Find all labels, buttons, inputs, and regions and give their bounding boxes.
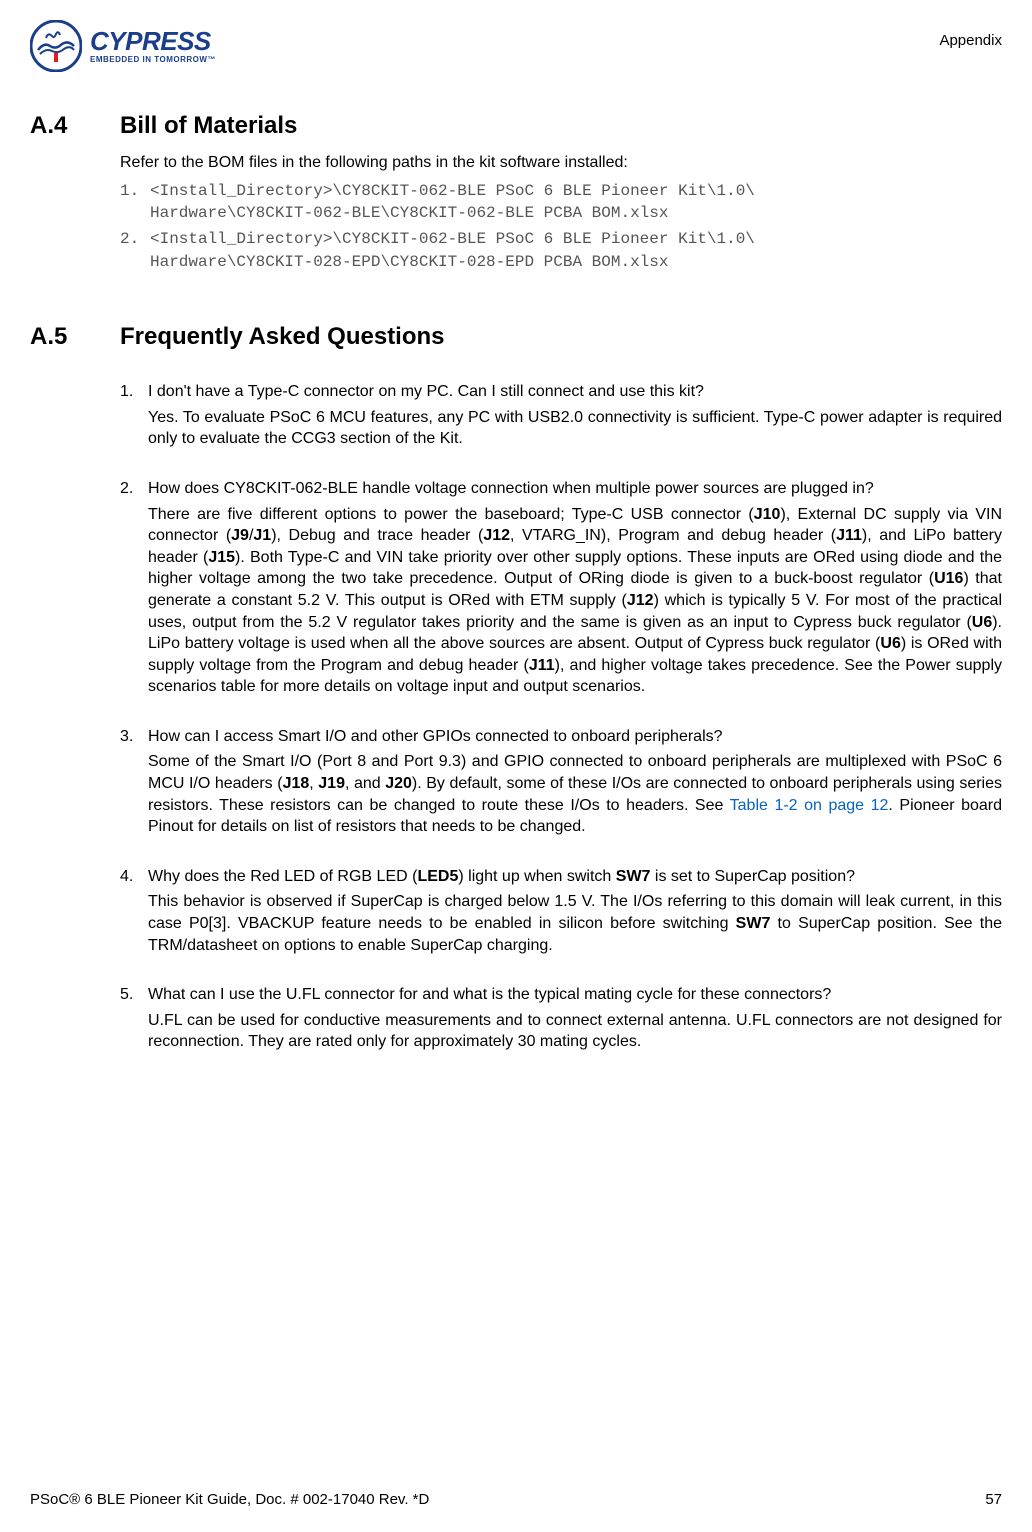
faq-question: What can I use the U.FL connector for an…	[148, 984, 1002, 1006]
page-footer: PSoC® 6 BLE Pioneer Kit Guide, Doc. # 00…	[30, 1491, 1002, 1508]
faq-item: 2. How does CY8CKIT-062-BLE handle volta…	[120, 478, 1002, 698]
section-a5-title: Frequently Asked Questions	[120, 323, 445, 351]
bom-path-num: 1.	[120, 180, 150, 225]
faq-question: How does CY8CKIT-062-BLE handle voltage …	[148, 478, 1002, 500]
faq-num: 2.	[120, 478, 148, 698]
faq-question: How can I access Smart I/O and other GPI…	[148, 726, 1002, 748]
section-a5-header: A.5 Frequently Asked Questions	[30, 323, 1002, 351]
faq-content: How does CY8CKIT-062-BLE handle voltage …	[148, 478, 1002, 698]
logo-sub-text: EMBEDDED IN TOMORROW™	[90, 56, 216, 64]
section-a4-body: Refer to the BOM files in the following …	[30, 152, 1002, 273]
logo-text: CYPRESS EMBEDDED IN TOMORROW™	[90, 28, 216, 64]
faq-answer: Yes. To evaluate PSoC 6 MCU features, an…	[148, 407, 1002, 450]
faq-item: 1. I don't have a Type-C connector on my…	[120, 381, 1002, 450]
bom-path-item: 2. <Install_Directory>\CY8CKIT-062-BLE P…	[120, 228, 1002, 273]
page-header: CYPRESS EMBEDDED IN TOMORROW™ Appendix	[30, 20, 1002, 72]
faq-answer: This behavior is observed if SuperCap is…	[148, 891, 1002, 956]
header-section-label: Appendix	[939, 32, 1002, 49]
section-a5-body: 1. I don't have a Type-C connector on my…	[30, 381, 1002, 1053]
footer-doc-title: PSoC® 6 BLE Pioneer Kit Guide, Doc. # 00…	[30, 1491, 429, 1508]
faq-item: 5. What can I use the U.FL connector for…	[120, 984, 1002, 1053]
bom-path-num: 2.	[120, 228, 150, 273]
section-a5: A.5 Frequently Asked Questions 1. I don'…	[30, 323, 1002, 1053]
faq-content: Why does the Red LED of RGB LED (LED5) l…	[148, 866, 1002, 956]
footer-page-number: 57	[985, 1491, 1002, 1508]
bom-intro: Refer to the BOM files in the following …	[120, 152, 1002, 174]
bom-path-text: <Install_Directory>\CY8CKIT-062-BLE PSoC…	[150, 180, 1002, 225]
faq-item: 3. How can I access Smart I/O and other …	[120, 726, 1002, 838]
section-a4-num: A.4	[30, 112, 120, 140]
logo-main-text: CYPRESS	[90, 28, 216, 54]
logo: CYPRESS EMBEDDED IN TOMORROW™	[30, 20, 216, 72]
faq-question: I don't have a Type-C connector on my PC…	[148, 381, 1002, 403]
faq-list: 1. I don't have a Type-C connector on my…	[120, 381, 1002, 1053]
section-a4: A.4 Bill of Materials Refer to the BOM f…	[30, 112, 1002, 273]
faq-answer: There are five different options to powe…	[148, 504, 1002, 698]
faq-answer: U.FL can be used for conductive measurem…	[148, 1010, 1002, 1053]
faq-answer: Some of the Smart I/O (Port 8 and Port 9…	[148, 751, 1002, 837]
faq-question: Why does the Red LED of RGB LED (LED5) l…	[148, 866, 1002, 888]
faq-num: 1.	[120, 381, 148, 450]
bom-path-item: 1. <Install_Directory>\CY8CKIT-062-BLE P…	[120, 180, 1002, 225]
faq-num: 5.	[120, 984, 148, 1053]
faq-num: 4.	[120, 866, 148, 956]
faq-content: I don't have a Type-C connector on my PC…	[148, 381, 1002, 450]
faq-content: How can I access Smart I/O and other GPI…	[148, 726, 1002, 838]
faq-num: 3.	[120, 726, 148, 838]
bom-path-list: 1. <Install_Directory>\CY8CKIT-062-BLE P…	[120, 180, 1002, 274]
cypress-logo-icon	[30, 20, 82, 72]
faq-item: 4. Why does the Red LED of RGB LED (LED5…	[120, 866, 1002, 956]
section-a4-header: A.4 Bill of Materials	[30, 112, 1002, 140]
section-a5-num: A.5	[30, 323, 120, 351]
section-a4-title: Bill of Materials	[120, 112, 297, 140]
bom-path-text: <Install_Directory>\CY8CKIT-062-BLE PSoC…	[150, 228, 1002, 273]
faq-content: What can I use the U.FL connector for an…	[148, 984, 1002, 1053]
